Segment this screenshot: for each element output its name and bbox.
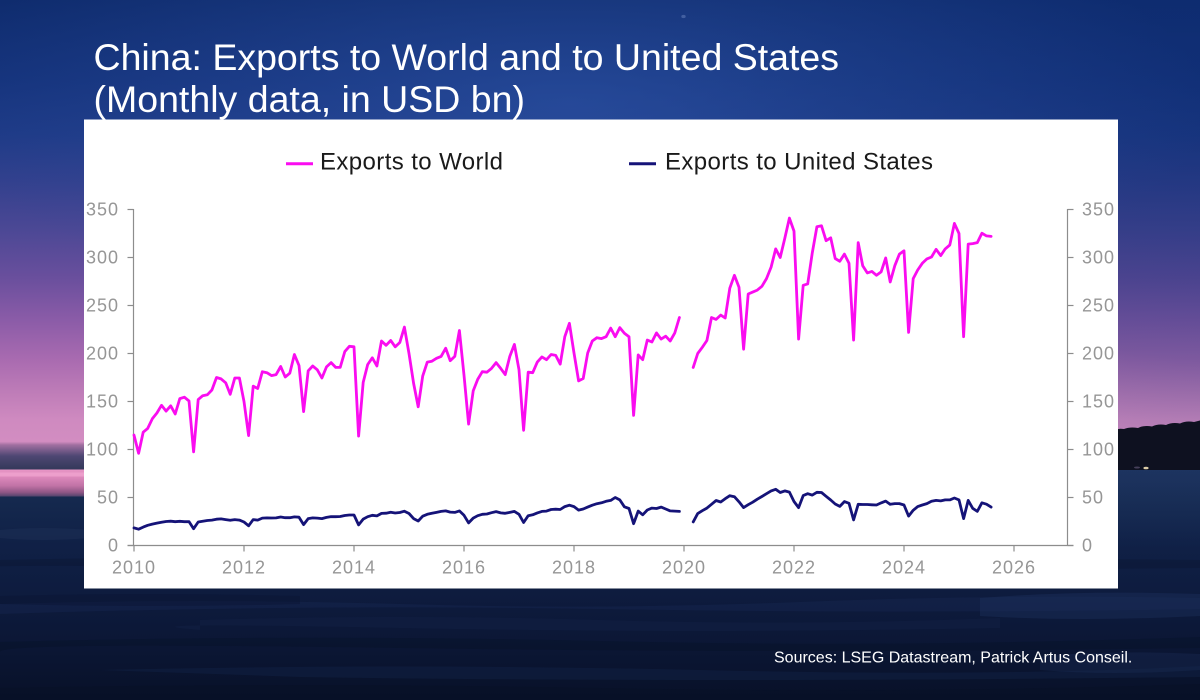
svg-text:350: 350: [1082, 200, 1115, 220]
svg-text:2024: 2024: [882, 558, 926, 578]
svg-text:50: 50: [1082, 488, 1104, 508]
svg-text:150: 150: [1082, 392, 1115, 412]
svg-text:200: 200: [86, 344, 119, 364]
svg-text:250: 250: [1082, 296, 1115, 316]
svg-text:2018: 2018: [552, 558, 596, 578]
svg-text:350: 350: [86, 200, 119, 220]
svg-text:200: 200: [1082, 344, 1115, 364]
svg-text:250: 250: [86, 296, 119, 316]
svg-text:150: 150: [86, 392, 119, 412]
svg-text:0: 0: [1082, 536, 1093, 556]
svg-text:China: Exports to World and to: China: Exports to World and to United St…: [94, 36, 840, 78]
svg-text:Exports to World: Exports to World: [320, 149, 503, 176]
svg-text:300: 300: [1082, 248, 1115, 268]
svg-text:300: 300: [86, 248, 119, 268]
svg-text:100: 100: [1082, 440, 1115, 460]
svg-text:2026: 2026: [992, 558, 1036, 578]
svg-text:100: 100: [86, 440, 119, 460]
svg-text:50: 50: [97, 488, 119, 508]
svg-text:Sources: LSEG Datastream, Patr: Sources: LSEG Datastream, Patrick Artus …: [774, 650, 1132, 667]
svg-text:Exports to United States: Exports to United States: [665, 149, 933, 176]
svg-text:(Monthly data, in USD bn): (Monthly data, in USD bn): [94, 78, 525, 120]
svg-text:2010: 2010: [112, 558, 156, 578]
svg-text:0: 0: [108, 536, 119, 556]
svg-text:2014: 2014: [332, 558, 376, 578]
svg-text:2012: 2012: [222, 558, 266, 578]
svg-text:2020: 2020: [662, 558, 706, 578]
svg-text:2022: 2022: [772, 558, 816, 578]
svg-text:2016: 2016: [442, 558, 486, 578]
